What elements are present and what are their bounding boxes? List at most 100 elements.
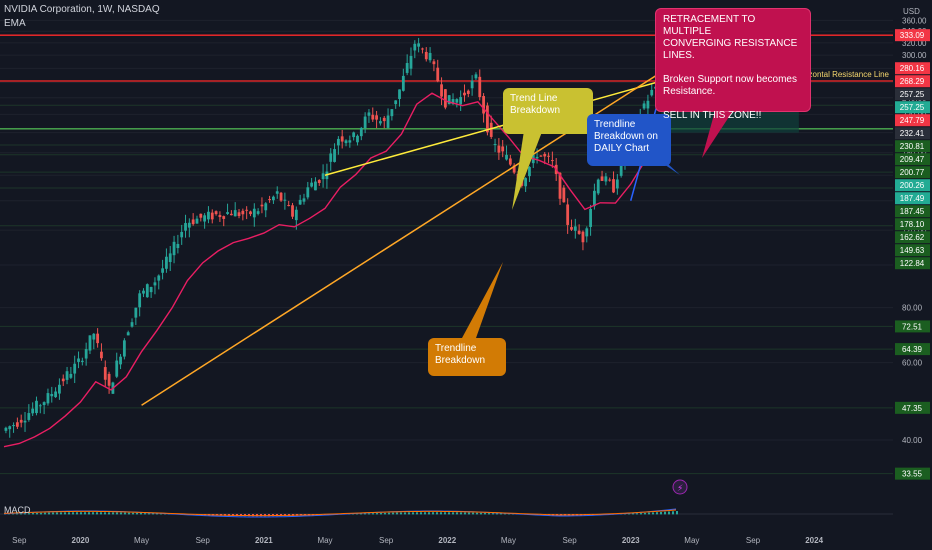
macd-hist-bar [468,512,470,515]
macd-hist-bar [72,512,74,515]
price-tag [895,62,930,75]
candle-body [80,360,84,362]
x-tick-label: 2022 [438,536,456,545]
candle-body [413,43,417,51]
candle-body [157,275,161,281]
macd-hist-bar [428,512,430,515]
price-tag-label: 187.49 [900,194,925,203]
price-tag-label: 333.09 [900,31,925,40]
candle-body [329,153,333,162]
candle-body [77,358,80,362]
macd-hist-bar [408,512,410,515]
candle-body [535,156,539,159]
y-tick-label: 60.00 [902,359,923,368]
candle-body [348,140,352,143]
candle-body [528,166,531,177]
candle-body [478,76,482,98]
candle-body [550,160,554,162]
candle-body [58,384,61,394]
macd-hist-bar [132,512,134,515]
candle-body [356,135,359,143]
callout-pointer-red [702,100,740,158]
macd-hist-bar [376,513,378,515]
macd-hist-bar [504,513,506,515]
candle-body [138,293,142,308]
candle-body [256,211,260,214]
candle-body [42,402,46,406]
candle-body [115,360,119,377]
candle-body [447,95,451,105]
candle-body [279,192,283,201]
candle-body [612,179,615,193]
candle-body [604,176,608,182]
macd-hist-bar [388,512,390,515]
macd-hist-bar [144,513,146,515]
candle-body [581,231,585,243]
candle-body [394,100,398,105]
candle-body [543,153,547,157]
macd-hist-bar [676,511,678,515]
price-tag-label: 122.84 [900,259,925,268]
price-tag [895,166,930,179]
macd-hist-bar [476,512,478,515]
price-tag [895,244,930,257]
price-tag-label: 232.41 [900,129,925,138]
candle-body [344,140,348,144]
candle-body [398,89,401,99]
candle-body [134,307,138,318]
price-tag [895,231,930,244]
price-tag [895,467,930,480]
price-tag-label: 187.45 [900,207,925,216]
x-tick-label: May [684,536,699,545]
lightning-icon-glyph: ⚡ [677,483,683,493]
candle-body [405,63,409,73]
candle-body [168,253,172,263]
candle-body [409,55,413,69]
candle-body [310,182,314,187]
candle-body [207,211,210,220]
macd-hist-bar [28,513,30,515]
candle-body [608,179,612,181]
price-tag-label: 33.55 [902,470,923,479]
candle-body [191,219,195,225]
indicator-label: EMA [4,18,26,29]
macd-hist-bar [480,512,482,515]
candle-body [352,132,356,138]
price-tag-label: 162.62 [900,233,925,242]
candle-body [562,187,566,203]
macd-hist-bar [448,512,450,515]
horizontal-resistance-label: Horizontal Resistance Line [794,70,890,79]
candle-body [619,157,623,176]
candle-body [145,284,149,298]
candle-body [436,67,440,82]
candle-body [512,165,516,173]
candle-body [470,80,474,89]
macd-hist-bar [636,513,638,515]
macd-hist-bar [124,512,126,515]
macd-hist-bar [84,512,86,515]
x-tick-label: 2024 [805,536,823,545]
macd-hist-bar [508,513,510,515]
macd-hist-bar [672,511,674,515]
candle-body [187,222,191,228]
candle-body [122,340,126,357]
macd-hist-bar [444,512,446,515]
candle-body [237,212,241,216]
macd-hist-bar [96,512,98,515]
macd-hist-bar [356,513,358,515]
candle-body [340,136,344,142]
candle-body [54,391,57,398]
price-tag-label: 280.16 [900,64,925,73]
candle-body [294,209,298,221]
candle-body [23,420,27,423]
candle-body [440,84,443,97]
trendline-yellow [324,80,662,176]
candle-body [214,211,218,215]
candle-body [451,99,455,104]
macd-hist-bar [400,512,402,515]
candle-body [558,172,562,199]
candle-body [363,116,367,129]
candle-body [401,75,405,91]
candle-body [88,335,92,351]
candle-body [184,223,187,231]
